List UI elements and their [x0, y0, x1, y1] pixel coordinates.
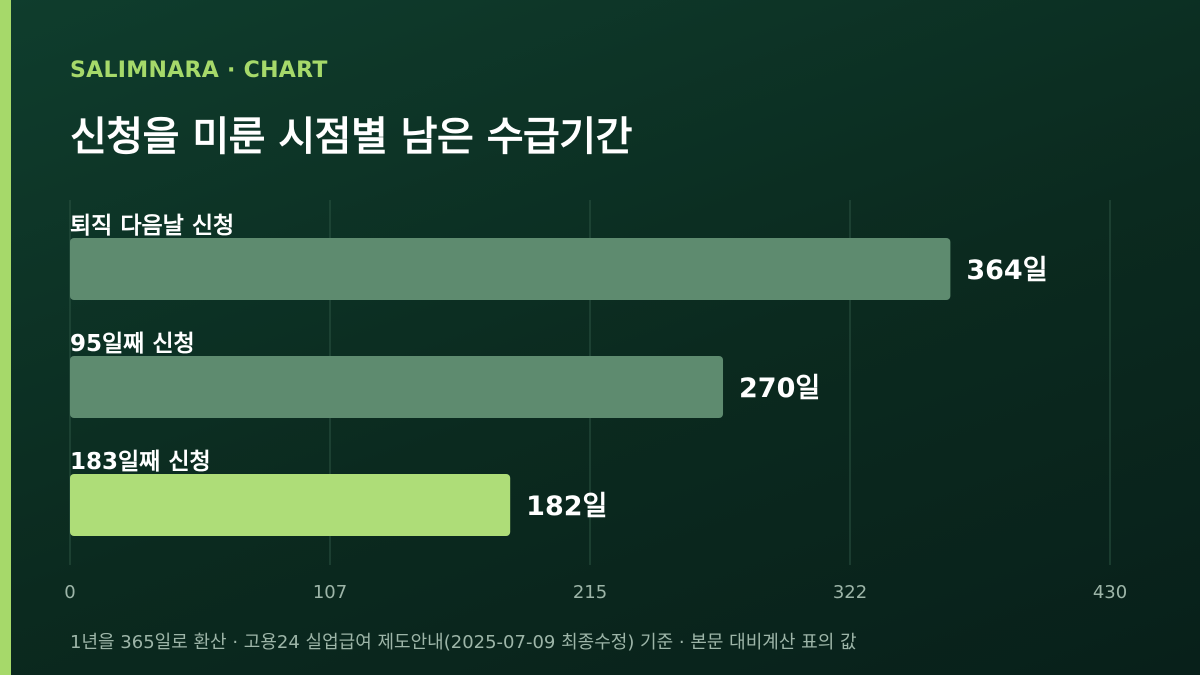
bar-value-label: 270일 — [739, 373, 820, 404]
bar — [70, 238, 951, 300]
category-label: 183일째 신청 — [70, 449, 211, 475]
category-label: 95일째 신청 — [70, 331, 195, 357]
bar-value-label: 364일 — [966, 255, 1047, 286]
x-tick-label: 322 — [833, 582, 867, 603]
bar-value-label: 182일 — [526, 491, 607, 522]
footnote: 1년을 365일로 환산 · 고용24 실업급여 제도안내(2025-07-09… — [70, 632, 857, 653]
accent-stripe — [0, 0, 11, 675]
x-tick-label: 107 — [313, 582, 347, 603]
x-tick-label: 215 — [573, 582, 607, 603]
brand-label: SALIMNARA · CHART — [70, 58, 328, 83]
x-tick-label: 430 — [1093, 582, 1127, 603]
bar — [70, 356, 724, 418]
bar — [70, 474, 511, 536]
category-label: 퇴직 다음날 신청 — [70, 213, 234, 239]
x-tick-label: 0 — [64, 582, 75, 603]
chart-title: 신청을 미룬 시점별 남은 수급기간 — [70, 114, 632, 160]
